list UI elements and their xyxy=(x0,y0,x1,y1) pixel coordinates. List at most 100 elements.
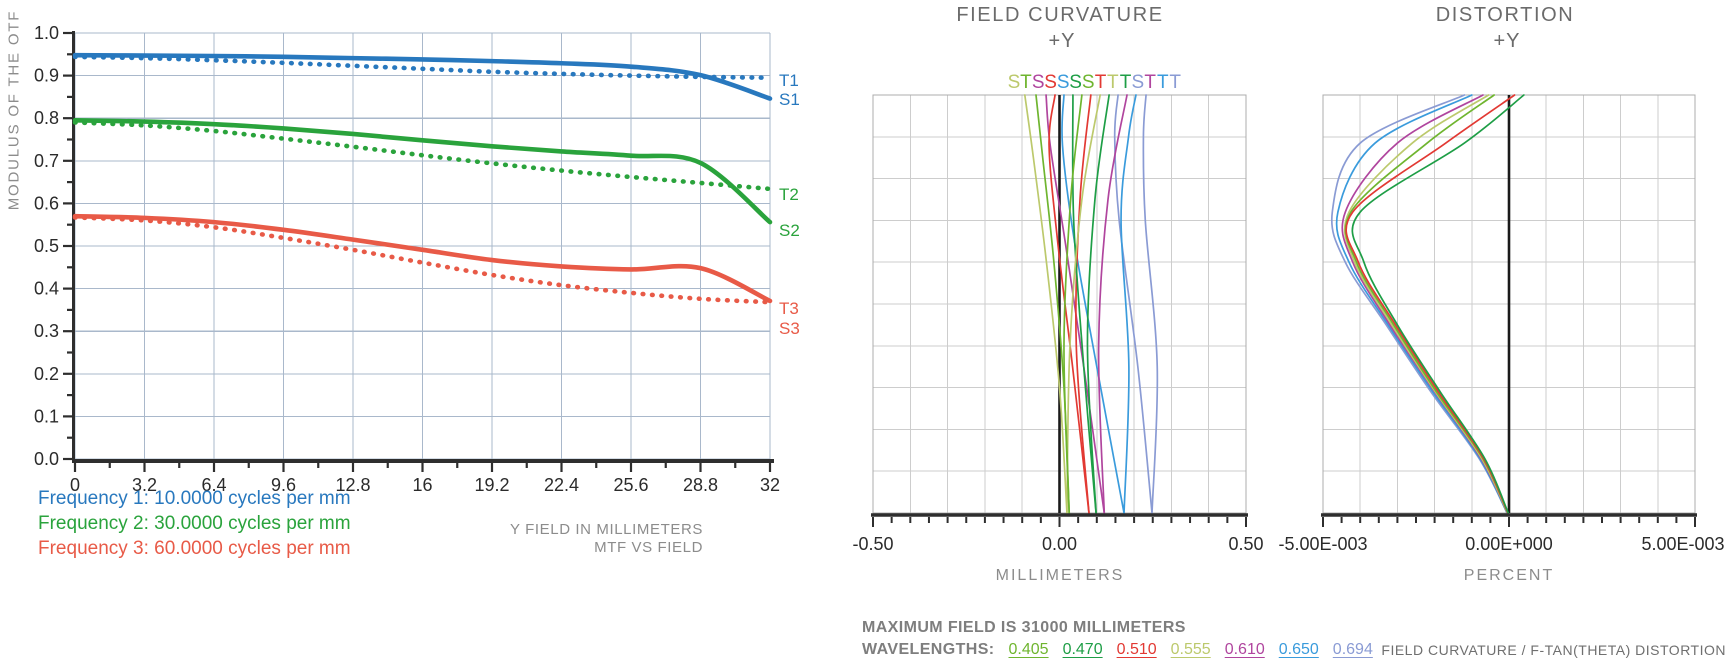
svg-text:0.00E+000: 0.00E+000 xyxy=(1465,534,1553,554)
curve-label-T3: T3 xyxy=(779,299,799,318)
mtf-vs-field-chart: 0.0 0.1 0.2 0.3 0.4 0.5 0.6 0.7 0.8 0.9 1.0 0 3.2 6.4… xyxy=(34,23,800,495)
S-curve-0.510 xyxy=(1048,94,1090,514)
wavelength-value: 0.694 xyxy=(1332,641,1373,658)
wavelengths-label: WAVELENGTHS: xyxy=(862,641,995,658)
mtf-chart-name: MTF VS FIELD xyxy=(594,539,703,556)
wavelength-value: 0.510 xyxy=(1116,641,1157,658)
svg-text:6.4: 6.4 xyxy=(201,475,226,495)
mtf-frequency-legend: Frequency 1: 10.0000 cycles per mm Frequ… xyxy=(38,486,351,561)
mtf-footnote: Y FIELD IN MILLIMETERS MTF VS FIELD xyxy=(510,521,703,557)
wavelengths-row: WAVELENGTHS: 0.405 0.470 0.510 0.555 0.610 0.… xyxy=(862,641,1373,659)
svg-text:0.5: 0.5 xyxy=(34,236,59,256)
T-curve-0.555 xyxy=(1066,94,1102,514)
mtf-curve-S1 xyxy=(72,52,773,101)
wavelength-values: 0.405 0.470 0.510 0.555 0.610 0.650 0.694 xyxy=(1009,641,1373,659)
svg-text:0.6: 0.6 xyxy=(34,193,59,213)
ray-letter-T-0.610: T xyxy=(1144,72,1156,93)
T-curve-0.694 xyxy=(1142,94,1159,514)
ray-letter-T-0.650: T xyxy=(1157,72,1169,93)
mtf-y-axis-label: MODULUS OF THE OTF xyxy=(5,9,23,211)
svg-text:5.00E-003: 5.00E-003 xyxy=(1641,534,1724,554)
ray-letter-T-0.555: T xyxy=(1107,72,1119,93)
mtf-curve-T1 xyxy=(72,54,773,81)
svg-text:16: 16 xyxy=(412,475,432,495)
mtf-x-axis-label: Y FIELD IN MILLIMETERS xyxy=(510,521,703,538)
curve-0.555 xyxy=(1343,94,1509,514)
field-curvature-subtitle: +Y xyxy=(1048,30,1076,52)
ray-letter-S-0.555: S xyxy=(1008,72,1021,93)
plot-type-note: FIELD CURVATURE / F-TAN(THETA) DISTORTIO… xyxy=(1381,642,1726,658)
svg-text:-0.50: -0.50 xyxy=(852,534,893,554)
max-field-note: MAXIMUM FIELD IS 31000 MILLIMETERS xyxy=(862,619,1186,636)
svg-text:0.3: 0.3 xyxy=(34,321,59,341)
legend-frequency-2: Frequency 2: 30.0000 cycles per mm xyxy=(38,513,351,534)
legend-frequency-3: Frequency 3: 60.0000 cycles per mm xyxy=(38,538,351,559)
wavelength-value: 0.470 xyxy=(1062,641,1103,658)
wavelength-value: 0.405 xyxy=(1008,641,1049,658)
S-curve-0.555 xyxy=(1023,94,1068,514)
distortion-chart: -5.00E-003 0.00E+000 5.00E-003 xyxy=(1278,94,1725,554)
curve-label-S2: S2 xyxy=(779,221,800,240)
field-curvature-title: FIELD CURVATURE xyxy=(956,4,1164,26)
ray-letter-S-0.510: S xyxy=(1044,72,1057,93)
ray-letter-T-0.694: T xyxy=(1169,72,1181,93)
S-curve-0.650 xyxy=(1061,94,1125,514)
field-curvature-chart: -0.50 0.00 0.50S T S S S S S T T T S T T T xyxy=(852,72,1263,554)
svg-text:3.2: 3.2 xyxy=(132,475,157,495)
S-curve-0.405 xyxy=(1063,94,1083,514)
curve-0.510 xyxy=(1345,94,1516,514)
mtf-curve-T2 xyxy=(72,120,773,192)
field-curvature-x-axis-label: MILLIMETERS xyxy=(995,567,1125,584)
distortion-title: DISTORTION xyxy=(1435,4,1575,26)
svg-text:-5.00E-003: -5.00E-003 xyxy=(1278,534,1367,554)
ray-letter-T-0.405: T xyxy=(1020,72,1032,93)
curve-label-T1: T1 xyxy=(779,71,799,90)
mtf-curve-T3 xyxy=(72,215,773,305)
curve-label-S3: S3 xyxy=(779,319,800,338)
ray-letter-T-0.470: T xyxy=(1120,72,1132,93)
svg-text:9.6: 9.6 xyxy=(271,475,296,495)
svg-text:0.1: 0.1 xyxy=(34,406,59,426)
svg-text:0.2: 0.2 xyxy=(34,364,59,384)
svg-text:0.7: 0.7 xyxy=(34,151,59,171)
ray-letter-S-0.610: S xyxy=(1032,72,1045,93)
legend-frequency-1: Frequency 1: 10.0000 cycles per mm xyxy=(38,488,351,509)
svg-text:1.0: 1.0 xyxy=(34,23,59,43)
ray-letter-S-0.650: S xyxy=(1057,72,1070,93)
wavelength-value: 0.650 xyxy=(1278,641,1319,658)
S-curve-0.470 xyxy=(1071,94,1097,514)
distortion-subtitle: +Y xyxy=(1493,30,1521,52)
T-curve-0.610 xyxy=(1097,94,1128,514)
svg-text:0.4: 0.4 xyxy=(34,279,59,299)
ray-letter-S-0.694: S xyxy=(1131,72,1144,93)
wavelength-value: 0.555 xyxy=(1170,641,1211,658)
svg-text:28.8: 28.8 xyxy=(683,475,718,495)
ray-letter-S-0.405: S xyxy=(1082,72,1095,93)
svg-text:0: 0 xyxy=(70,475,80,495)
svg-text:32: 32 xyxy=(760,475,780,495)
ray-letter-T-0.510: T xyxy=(1095,72,1107,93)
mtf-curve-S2 xyxy=(72,118,773,225)
curve-0.650 xyxy=(1335,94,1508,514)
figure-footnotes: MAXIMUM FIELD IS 31000 MILLIMETERS WAVEL… xyxy=(862,619,1373,659)
svg-text:19.2: 19.2 xyxy=(474,475,509,495)
svg-text:0.00: 0.00 xyxy=(1042,534,1077,554)
svg-text:0.8: 0.8 xyxy=(34,108,59,128)
ray-letter-S-0.470: S xyxy=(1069,72,1082,93)
curve-label-S1: S1 xyxy=(779,90,800,109)
svg-text:25.6: 25.6 xyxy=(613,475,648,495)
svg-text:0.50: 0.50 xyxy=(1228,534,1263,554)
curve-0.470 xyxy=(1351,94,1525,514)
curve-label-T2: T2 xyxy=(779,185,799,204)
mtf-curve-S3 xyxy=(72,213,773,304)
T-curve-0.470 xyxy=(1086,94,1110,514)
T-curve-0.650 xyxy=(1120,94,1137,514)
svg-text:12.8: 12.8 xyxy=(335,475,370,495)
svg-text:22.4: 22.4 xyxy=(544,475,579,495)
svg-text:0.9: 0.9 xyxy=(34,66,59,86)
wavelength-value: 0.610 xyxy=(1224,641,1265,658)
svg-text:0.0: 0.0 xyxy=(34,449,59,469)
distortion-x-axis-label: PERCENT xyxy=(1463,567,1555,584)
